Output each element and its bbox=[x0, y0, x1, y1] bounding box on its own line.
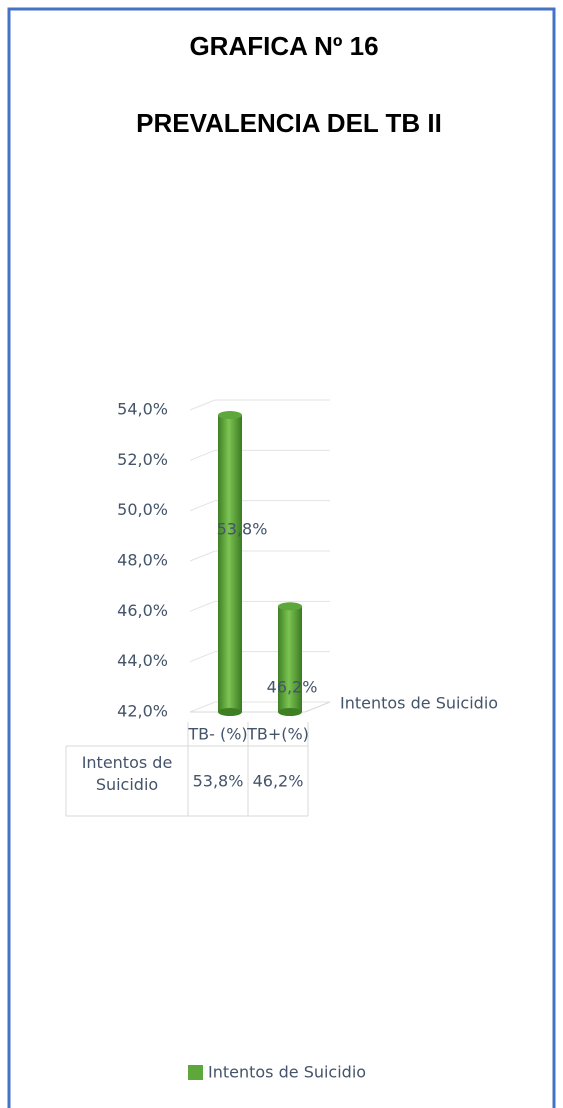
depth-axis-label: Intentos de Suicidio bbox=[340, 694, 498, 713]
grid-line-side bbox=[189, 449, 216, 461]
y-tick-label: 44,0% bbox=[117, 651, 168, 670]
chart-title: GRAFICA Nº 16 bbox=[189, 31, 378, 61]
y-tick-label: 48,0% bbox=[117, 551, 168, 570]
bar-cap bbox=[278, 602, 302, 611]
table-value: 53,8% bbox=[193, 772, 244, 791]
x-tick-label: TB- (%) bbox=[187, 725, 247, 744]
grid-line-side bbox=[189, 600, 216, 612]
table-value: 46,2% bbox=[253, 772, 304, 791]
y-tick-label: 46,0% bbox=[117, 601, 168, 620]
grid-line-side bbox=[189, 399, 216, 411]
data-table bbox=[65, 722, 309, 817]
grid-line-side bbox=[189, 651, 216, 663]
bar-cap bbox=[218, 411, 242, 420]
bar bbox=[278, 606, 302, 712]
grid-line-side bbox=[189, 701, 216, 713]
y-tick-label: 54,0% bbox=[117, 400, 168, 419]
bar-base bbox=[218, 708, 242, 716]
y-tick-label: 42,0% bbox=[117, 702, 168, 721]
frame bbox=[7, 7, 556, 1108]
chart-subtitle: PREVALENCIA DEL TB II bbox=[136, 108, 442, 138]
y-tick-label: 52,0% bbox=[117, 450, 168, 469]
bar-base bbox=[278, 708, 302, 716]
legend-swatch bbox=[188, 1065, 203, 1080]
bar bbox=[218, 415, 242, 712]
grid-line-side bbox=[189, 500, 216, 512]
data-label: 53,8% bbox=[217, 520, 268, 539]
y-tick-label: 50,0% bbox=[117, 500, 168, 519]
legend-label: Intentos de Suicidio bbox=[208, 1063, 366, 1082]
data-label: 46,2% bbox=[267, 678, 318, 697]
floor-edge bbox=[304, 701, 331, 713]
x-tick-label: TB+(%) bbox=[246, 725, 309, 744]
grid-line-side bbox=[189, 550, 216, 562]
table-row-header: Intentos de Suicidio bbox=[81, 753, 173, 794]
